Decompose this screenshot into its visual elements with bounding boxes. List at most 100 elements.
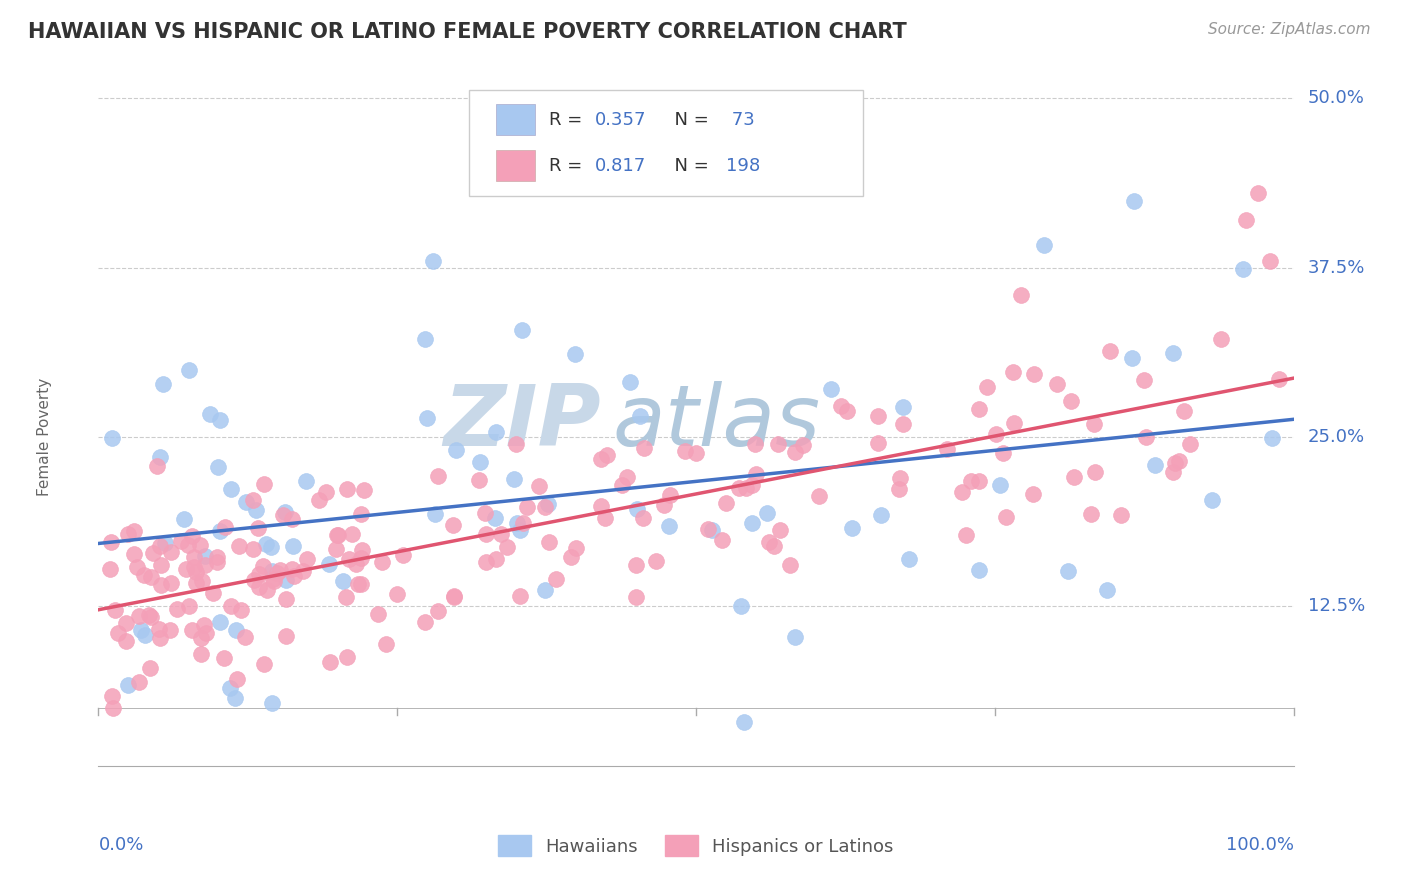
Point bbox=[173, 512, 195, 526]
Point bbox=[741, 478, 763, 492]
Point bbox=[235, 494, 257, 508]
Point bbox=[866, 409, 889, 423]
Point bbox=[1033, 237, 1056, 252]
Point bbox=[221, 482, 243, 496]
Point bbox=[756, 506, 779, 520]
Point bbox=[516, 500, 538, 515]
Point bbox=[1133, 373, 1156, 387]
Point bbox=[224, 690, 246, 705]
Point bbox=[967, 402, 990, 417]
Point bbox=[166, 602, 188, 616]
Point bbox=[153, 535, 176, 549]
Point bbox=[188, 538, 211, 552]
Point bbox=[967, 563, 990, 577]
Point bbox=[291, 564, 314, 578]
Point bbox=[658, 487, 681, 501]
Point bbox=[1261, 431, 1284, 445]
Point bbox=[281, 562, 304, 576]
Point bbox=[207, 555, 229, 569]
Point bbox=[685, 446, 707, 460]
Point bbox=[1209, 332, 1232, 346]
Point bbox=[308, 492, 330, 507]
Point bbox=[283, 539, 305, 553]
Point bbox=[212, 651, 235, 665]
Point bbox=[138, 608, 160, 623]
Point bbox=[820, 382, 842, 396]
Point bbox=[1083, 417, 1105, 432]
Point bbox=[115, 616, 138, 631]
Point bbox=[245, 503, 267, 517]
Point bbox=[274, 505, 297, 519]
Point bbox=[423, 507, 446, 521]
Point bbox=[837, 404, 859, 418]
Point bbox=[335, 590, 357, 604]
Point bbox=[988, 477, 1011, 491]
Point bbox=[253, 657, 276, 671]
Point bbox=[332, 574, 354, 589]
Point bbox=[537, 497, 560, 511]
Point bbox=[1121, 351, 1143, 365]
Point bbox=[509, 523, 531, 537]
Point bbox=[353, 483, 375, 497]
Point bbox=[340, 526, 363, 541]
Point bbox=[276, 591, 298, 606]
Point bbox=[1024, 368, 1046, 382]
Point bbox=[1022, 486, 1045, 500]
Point bbox=[374, 637, 396, 651]
Point bbox=[325, 541, 347, 556]
Point bbox=[139, 661, 162, 675]
Point bbox=[295, 475, 318, 489]
Point bbox=[271, 508, 294, 522]
Text: Source: ZipAtlas.com: Source: ZipAtlas.com bbox=[1208, 22, 1371, 37]
Point bbox=[194, 558, 217, 572]
Point bbox=[350, 577, 373, 591]
Point bbox=[194, 549, 217, 563]
Point bbox=[1095, 582, 1118, 597]
Point bbox=[350, 551, 373, 566]
Point bbox=[1046, 376, 1069, 391]
Point bbox=[484, 511, 506, 525]
Point bbox=[190, 631, 212, 645]
Point bbox=[735, 481, 758, 495]
Point bbox=[658, 519, 681, 533]
Point bbox=[595, 511, 617, 525]
Point bbox=[346, 577, 368, 591]
Point bbox=[254, 536, 277, 550]
Point bbox=[714, 495, 737, 509]
Point bbox=[1080, 507, 1102, 521]
Point bbox=[174, 561, 197, 575]
Point bbox=[495, 540, 517, 554]
Point bbox=[205, 550, 228, 565]
Point bbox=[984, 427, 1007, 442]
Point bbox=[247, 567, 270, 582]
Point bbox=[124, 524, 146, 538]
Point bbox=[195, 625, 218, 640]
Point bbox=[281, 512, 304, 526]
Point bbox=[107, 625, 129, 640]
Point bbox=[208, 412, 231, 426]
Point bbox=[134, 628, 156, 642]
Point bbox=[544, 572, 567, 586]
Point bbox=[626, 501, 648, 516]
Point bbox=[485, 425, 508, 439]
Point bbox=[624, 591, 647, 605]
Point bbox=[533, 500, 555, 515]
Point bbox=[350, 542, 373, 557]
Point bbox=[122, 547, 145, 561]
Point bbox=[733, 714, 755, 729]
Point bbox=[315, 485, 337, 500]
Point bbox=[995, 510, 1018, 524]
Point bbox=[1178, 437, 1201, 451]
Point bbox=[1135, 430, 1157, 444]
Point bbox=[474, 507, 496, 521]
Point bbox=[260, 540, 283, 554]
Point bbox=[1247, 186, 1270, 201]
Point bbox=[950, 485, 973, 500]
Point bbox=[160, 545, 183, 559]
Point bbox=[441, 518, 464, 533]
Point bbox=[1173, 404, 1195, 418]
Point bbox=[967, 474, 990, 488]
Point bbox=[371, 555, 394, 569]
Point bbox=[177, 362, 200, 376]
Point bbox=[177, 599, 200, 614]
